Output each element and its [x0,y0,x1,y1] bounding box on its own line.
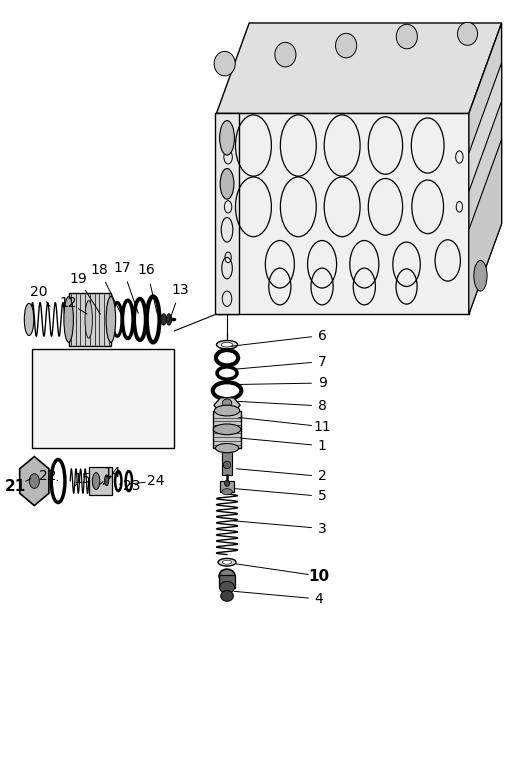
Bar [222,448,232,475]
Ellipse shape [221,342,233,347]
Text: 5: 5 [318,489,326,503]
Ellipse shape [224,406,230,412]
Polygon shape [216,23,502,113]
Ellipse shape [216,340,238,349]
Ellipse shape [457,22,477,45]
Polygon shape [214,398,240,413]
Text: 10: 10 [308,568,329,584]
Text: 7: 7 [318,355,326,368]
Bar [69,293,111,346]
Ellipse shape [214,51,235,76]
Ellipse shape [222,399,232,407]
Ellipse shape [106,296,116,342]
Text: 21: 21 [5,479,26,494]
Ellipse shape [396,25,417,49]
Text: 18: 18 [90,263,108,277]
Text: 4: 4 [315,592,323,606]
Text: 3: 3 [318,522,326,535]
Polygon shape [215,113,239,314]
Ellipse shape [224,480,230,486]
Ellipse shape [215,444,239,453]
Text: 9: 9 [318,376,326,390]
Text: 17: 17 [114,261,131,275]
Ellipse shape [23,465,45,497]
Text: 12: 12 [60,296,78,309]
Text: 13: 13 [172,283,190,296]
Ellipse shape [275,42,296,67]
Ellipse shape [92,473,100,489]
Ellipse shape [222,561,232,564]
Text: 15: 15 [73,472,91,486]
Text: 23: 23 [123,480,141,493]
Ellipse shape [64,296,73,342]
Text: 11: 11 [313,420,331,434]
Ellipse shape [336,34,357,58]
Bar [89,467,112,495]
Ellipse shape [24,303,34,336]
Polygon shape [216,113,469,314]
Ellipse shape [221,591,233,601]
Polygon shape [469,139,502,314]
Text: 24: 24 [147,474,165,488]
Ellipse shape [220,581,234,594]
Polygon shape [20,457,49,506]
Polygon shape [32,349,174,448]
Ellipse shape [105,475,109,486]
Polygon shape [469,23,502,314]
Text: 6: 6 [318,329,326,342]
Bar [219,574,235,588]
Polygon shape [469,63,502,192]
Ellipse shape [219,569,235,583]
Text: 20: 20 [30,285,48,299]
Text: 14: 14 [103,466,121,480]
Ellipse shape [161,314,166,326]
Bar [220,481,234,492]
Ellipse shape [85,301,92,339]
Text: 16: 16 [138,263,156,277]
Ellipse shape [214,405,240,416]
Ellipse shape [220,121,234,155]
Text: 1: 1 [318,439,326,453]
Ellipse shape [220,169,234,199]
Text: 2: 2 [318,470,326,483]
Ellipse shape [29,473,40,489]
Bar [213,411,241,448]
Ellipse shape [222,489,232,495]
Ellipse shape [218,558,236,566]
Ellipse shape [213,424,241,435]
Ellipse shape [166,314,172,326]
Text: 8: 8 [318,399,326,413]
Text: 19: 19 [69,272,87,286]
Ellipse shape [474,260,487,291]
Text: 22: 22 [39,470,56,483]
Ellipse shape [223,461,231,469]
